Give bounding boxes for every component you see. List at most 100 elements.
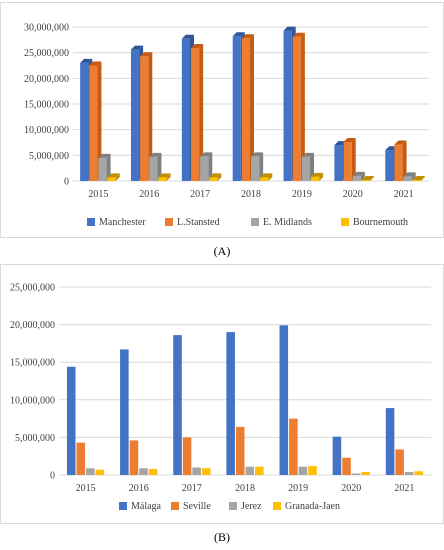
bar-top xyxy=(181,34,194,39)
y-tick-label: 0 xyxy=(64,177,69,188)
bar-top xyxy=(292,32,305,37)
x-tick-label: 2017 xyxy=(182,483,202,494)
legend-swatch xyxy=(273,502,281,510)
bar-top xyxy=(361,175,375,180)
bar xyxy=(343,141,352,181)
y-tick-label: 5,000,000 xyxy=(15,433,55,444)
bar-top xyxy=(260,173,273,178)
bar xyxy=(182,437,192,475)
x-tick-label: 2019 xyxy=(292,189,312,200)
bar xyxy=(235,426,245,475)
bar xyxy=(173,335,182,475)
x-tick-label: 2015 xyxy=(88,189,108,200)
bar xyxy=(140,56,149,182)
bar xyxy=(260,177,269,181)
bar-side xyxy=(360,171,365,181)
legend-label: Jerez xyxy=(241,501,262,512)
bar-side xyxy=(351,137,356,181)
x-tick-label: 2016 xyxy=(139,189,159,200)
bar xyxy=(148,468,158,475)
bar xyxy=(66,366,76,475)
y-tick-label: 10,000,000 xyxy=(24,125,69,136)
bar xyxy=(351,473,361,475)
bar-top xyxy=(89,61,102,66)
bar xyxy=(289,418,298,475)
chart-a-panel: 0 5,000,000 10,000,000 15,000,000 20,000,000… xyxy=(0,2,444,238)
bar-side xyxy=(420,175,425,181)
bar xyxy=(201,468,211,475)
bar-side xyxy=(208,152,213,181)
bar xyxy=(120,349,129,475)
bar-top xyxy=(251,152,264,157)
bar xyxy=(95,469,105,475)
x-tick-label: 2018 xyxy=(235,483,255,494)
bar-side xyxy=(268,173,273,181)
bar-top xyxy=(140,52,153,57)
chart-a: 0 5,000,000 10,000,000 15,000,000 20,000,000… xyxy=(24,23,429,228)
chart-b: 0 5,000,000 10,000,000 15,000,000 20,000,000… xyxy=(10,283,431,512)
legend-label: Málaga xyxy=(131,501,162,512)
x-tick-label: 2021 xyxy=(394,483,414,494)
bar xyxy=(301,156,311,181)
bar-top xyxy=(334,141,347,146)
y-tick-label: 0 xyxy=(50,471,55,482)
bar xyxy=(129,440,139,475)
chart-b-panel: 0 5,000,000 10,000,000 15,000,000 20,000,000… xyxy=(0,264,444,524)
bar xyxy=(149,156,158,181)
bar xyxy=(298,466,308,475)
legend-label: Granada-Jaen xyxy=(285,501,340,512)
x-tick-label: 2020 xyxy=(343,189,363,200)
bar xyxy=(414,471,424,475)
bar xyxy=(192,467,201,475)
bar-top xyxy=(130,45,144,50)
bar xyxy=(130,49,140,181)
y-tick-label: 15,000,000 xyxy=(24,100,69,111)
bar-top xyxy=(232,32,245,37)
bar xyxy=(352,175,361,181)
bar-top xyxy=(190,44,204,49)
bar xyxy=(385,408,395,475)
x-tick-label: 2017 xyxy=(190,189,210,200)
bar-side xyxy=(115,173,120,181)
bar-side xyxy=(217,173,222,181)
legend-swatch xyxy=(165,218,173,226)
bar-top xyxy=(107,173,120,178)
legend-swatch xyxy=(87,218,95,226)
legend-label: Bournemouth xyxy=(353,217,408,228)
y-tick-label: 20,000,000 xyxy=(10,320,55,331)
bar xyxy=(334,145,343,181)
bar xyxy=(394,144,403,181)
bar-side xyxy=(166,173,171,181)
bar-side xyxy=(259,152,264,181)
bar xyxy=(232,36,241,181)
caption-b: (B) xyxy=(214,530,230,544)
legend-swatch xyxy=(119,502,127,510)
bar-top xyxy=(149,152,162,157)
legend-swatch xyxy=(171,502,179,510)
bar-top xyxy=(241,34,254,39)
bar xyxy=(311,176,320,181)
bar-top xyxy=(352,171,365,176)
bar xyxy=(251,156,260,181)
bar xyxy=(385,150,394,181)
bar-side xyxy=(319,172,324,181)
bar xyxy=(76,442,86,475)
legend-label: Manchester xyxy=(99,217,146,228)
bar xyxy=(209,177,218,181)
y-tick-label: 5,000,000 xyxy=(29,151,69,162)
y-tick-label: 10,000,000 xyxy=(10,395,55,406)
bar xyxy=(412,179,421,181)
bar xyxy=(241,38,250,181)
bar-side xyxy=(157,152,162,181)
bar xyxy=(86,468,95,475)
bar-top xyxy=(80,58,93,63)
bar xyxy=(342,457,351,475)
bar-side xyxy=(199,44,204,182)
y-tick-label: 20,000,000 xyxy=(24,74,69,85)
bar xyxy=(98,157,107,181)
bar xyxy=(226,332,235,475)
bar xyxy=(404,471,414,475)
bar-top xyxy=(385,146,398,151)
bar-side xyxy=(106,153,111,181)
bar-top xyxy=(283,26,296,31)
